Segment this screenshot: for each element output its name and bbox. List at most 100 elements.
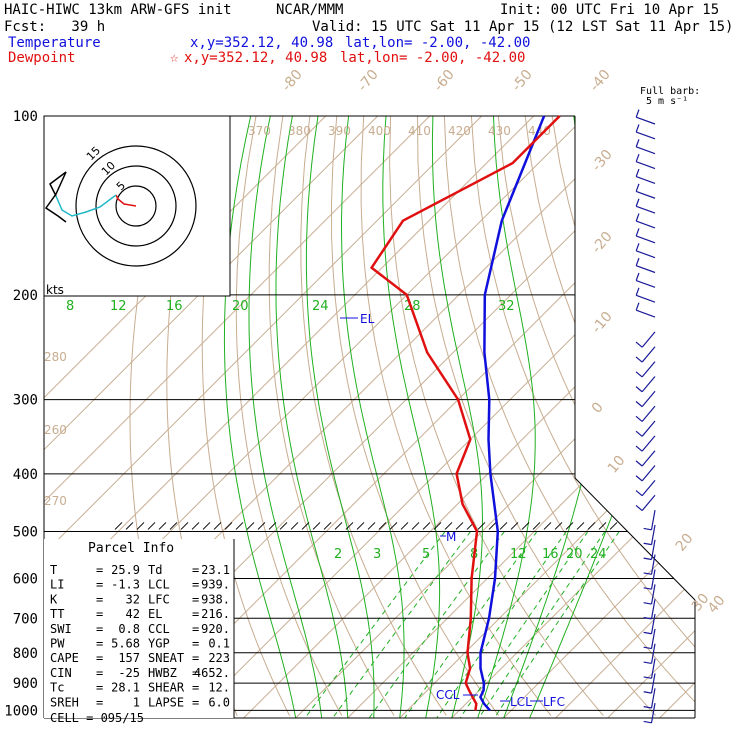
barb-scale-units: 5 m s⁻¹ xyxy=(646,96,689,107)
hatch-mark xyxy=(609,522,618,530)
wind-barb xyxy=(650,509,656,530)
parcel-value: 920. xyxy=(201,622,230,636)
dry-adiabat xyxy=(632,116,695,716)
parcel-value: 25.9 xyxy=(111,563,140,577)
wind-barb xyxy=(650,673,656,694)
hatch-mark xyxy=(554,522,563,530)
parcel-value: 1 xyxy=(133,695,140,709)
parcel-value: 4652. xyxy=(194,666,230,680)
moist-adiabat xyxy=(340,116,405,718)
dewpoint-latlon: lat,lon= -2.00, -42.00 xyxy=(340,50,526,66)
parcel-title: Parcel Info xyxy=(88,541,174,556)
wind-barb-flag xyxy=(635,371,643,378)
parcel-value: 23.1 xyxy=(201,563,230,577)
dry-adiabat xyxy=(524,116,695,716)
parcel-label: LAPSE xyxy=(148,695,184,709)
mixing-ratio-label: 2 xyxy=(334,547,342,562)
parcel-label: Td xyxy=(148,563,162,577)
wind-barb-flag xyxy=(635,168,640,177)
parcel-value: 12. xyxy=(208,681,230,695)
dry-adiabat xyxy=(417,116,656,716)
wind-barb-flag xyxy=(635,445,643,452)
wind-barb-flag xyxy=(635,287,640,296)
parcel-value: 28.1 xyxy=(111,681,140,695)
wind-barb-flag xyxy=(643,646,652,650)
dry-adiabat xyxy=(659,116,695,716)
dry-adiabat xyxy=(605,116,695,716)
wind-barb xyxy=(636,294,656,303)
hatch-mark xyxy=(147,522,156,530)
hatch-mark xyxy=(158,522,167,530)
wind-barb-flag xyxy=(635,109,640,118)
pressure-label-100: 100 xyxy=(13,109,38,125)
temperature-latlon: lat,lon= -2.00, -42.00 xyxy=(345,35,531,51)
hatch-mark xyxy=(477,522,486,530)
hodograph-mid xyxy=(55,194,117,217)
isotherm-line xyxy=(243,116,695,718)
isotherm-label: 10 xyxy=(605,453,629,477)
parcel-bg xyxy=(44,539,234,718)
parcel-value: 42 xyxy=(126,607,140,621)
mixing-ratio-line xyxy=(404,531,538,718)
parcel-label: LCL xyxy=(148,578,170,592)
mixing-ratio-label: 12 xyxy=(510,547,527,562)
parcel-label: K xyxy=(50,592,58,606)
moist-adiabat xyxy=(529,116,688,718)
parcel-equals: = xyxy=(192,695,199,709)
parcel-equals: = xyxy=(192,651,199,665)
isotherm-label: -50 xyxy=(509,67,536,95)
wind-barb-flag xyxy=(643,720,652,724)
parcel-value: 938. xyxy=(201,592,230,606)
mixing-ratio-line xyxy=(436,531,567,718)
parcel-label: SREH xyxy=(50,695,79,709)
mixing-ratio-label: 5 xyxy=(422,547,430,562)
isotherm-line xyxy=(44,116,483,718)
parcel-equals: = xyxy=(192,637,199,651)
parcel-equals: = xyxy=(96,637,103,651)
model-title: HAIC-HIWC 13km ARW-GFS init xyxy=(4,2,232,18)
mixing-ratio-label: 16 xyxy=(166,299,183,314)
wind-barb-flag xyxy=(635,302,640,311)
org-label: NCAR/MMM xyxy=(276,2,344,18)
wind-barb-flag xyxy=(635,198,640,207)
isotherm-label: -20 xyxy=(589,229,616,257)
pressure-label-600: 600 xyxy=(13,572,38,588)
isotherm-line xyxy=(659,116,695,718)
isotherm-label: -10 xyxy=(589,309,616,337)
wind-barb-flag xyxy=(643,602,652,605)
wind-barb xyxy=(636,250,656,259)
moist-adiabat xyxy=(248,116,323,718)
moist-adiabat xyxy=(431,116,484,718)
parcel-value: -25 xyxy=(118,666,140,680)
parcel-equals: = xyxy=(192,607,199,621)
dry-adiabat xyxy=(235,116,343,716)
parcel-value: 939. xyxy=(201,578,230,592)
parcel-equals: = xyxy=(192,578,199,592)
parcel-equals: = xyxy=(96,681,103,695)
mixing-ratio-label: 16 xyxy=(542,547,559,562)
hatch-mark xyxy=(444,522,453,530)
wind-barb xyxy=(650,613,656,634)
isotherm-label: -80 xyxy=(279,67,306,95)
parcel-label: TT xyxy=(50,607,64,621)
hatch-mark xyxy=(532,522,541,530)
hatch-mark xyxy=(125,522,134,530)
parcel-label: CCL xyxy=(148,622,170,636)
hatch-mark xyxy=(587,522,596,530)
moist-adiabat xyxy=(305,116,375,718)
parcel-label: LFC xyxy=(148,592,170,606)
hatch-mark xyxy=(136,522,145,530)
mixing-ratio-line xyxy=(332,531,472,718)
temperature-legend: Temperature xyxy=(8,35,101,51)
wind-barb-flag xyxy=(635,490,643,497)
hatch-mark xyxy=(114,522,123,530)
forecast-hour: Fcst: 39 h xyxy=(4,19,106,35)
wind-barb-flag xyxy=(635,386,643,393)
parcel-equals: = xyxy=(96,592,103,606)
hatch-mark xyxy=(323,522,332,530)
wind-barb xyxy=(641,361,656,378)
temperature-line xyxy=(478,115,546,712)
mixing-ratio-label: 32 xyxy=(498,299,515,314)
parcel-label: LI xyxy=(50,578,64,592)
